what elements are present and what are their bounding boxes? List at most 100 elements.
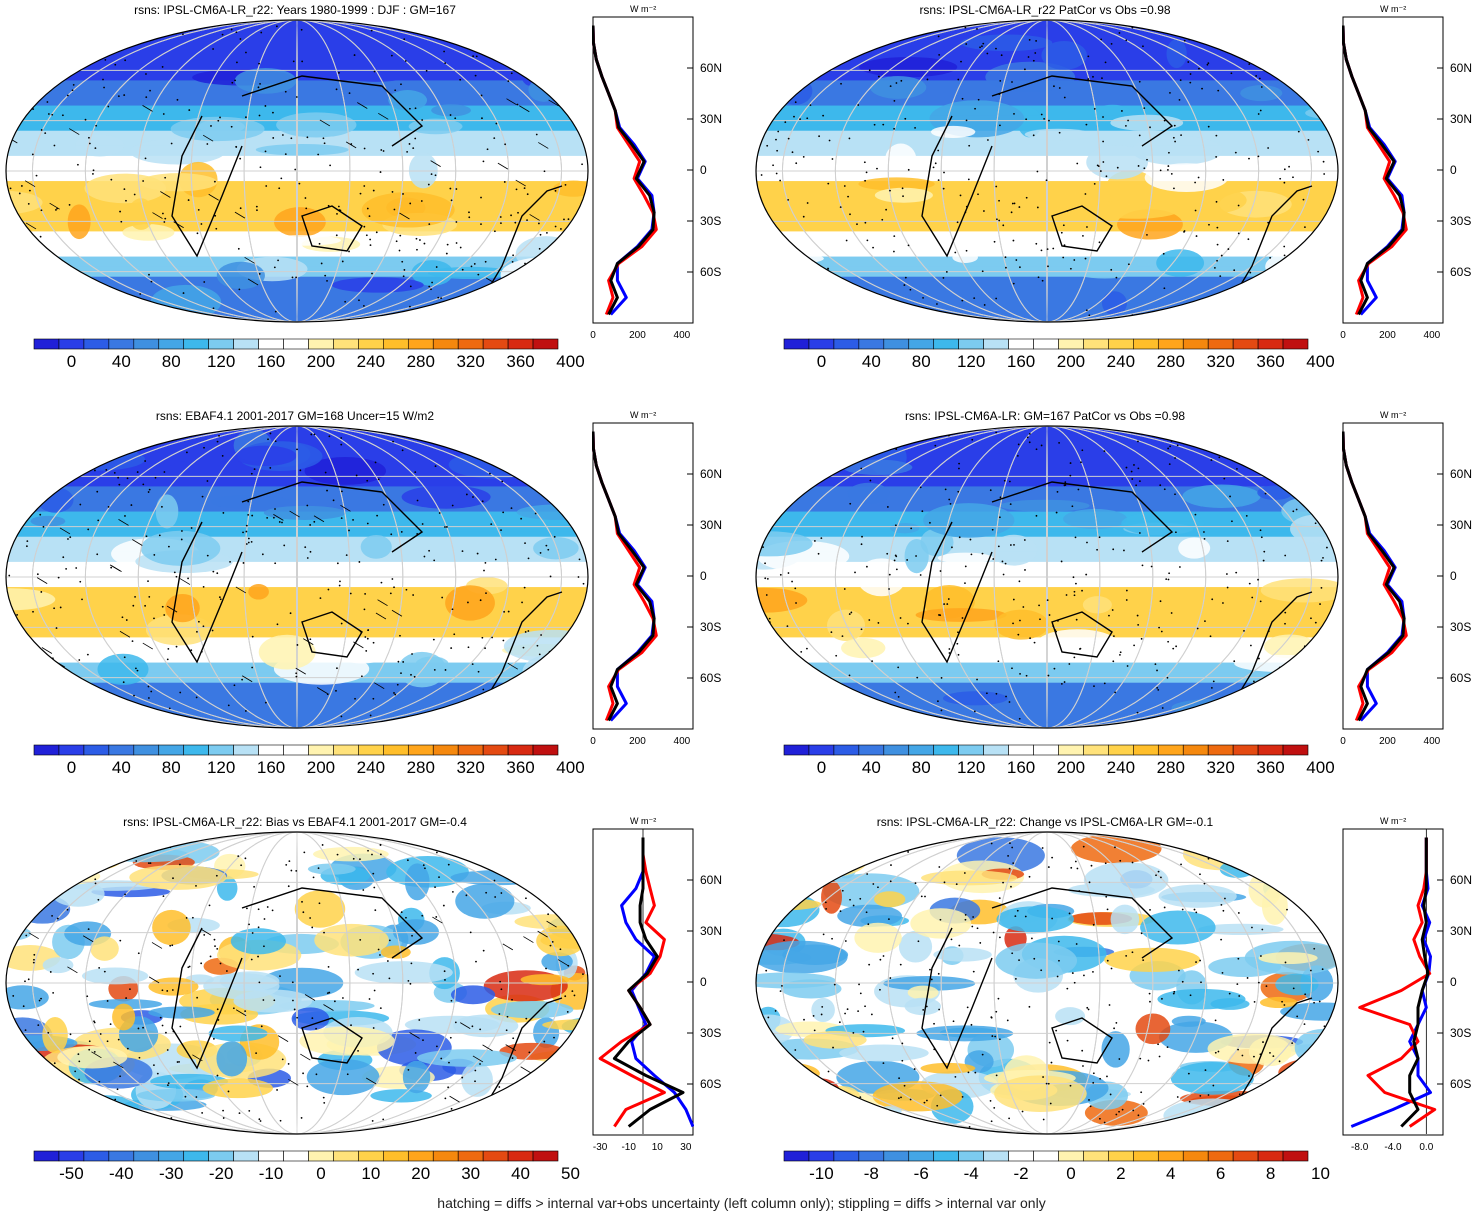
map — [5, 19, 589, 323]
latitude-tick-label: 30S — [1450, 1026, 1472, 1040]
profile-x-tick-label: 200 — [1379, 736, 1396, 747]
latitude-tick-label: 0 — [1450, 163, 1457, 177]
latitude-tick-label: 0 — [1450, 975, 1457, 989]
profile-x-tick-label: 0.0 — [1419, 1142, 1434, 1153]
latitude-tick-label: 30S — [1450, 214, 1472, 228]
profile-x-tick-label: 400 — [1423, 736, 1441, 747]
profile-x-tick-label: 10 — [651, 1142, 663, 1153]
latitude-tick-label: 60N — [1450, 467, 1473, 481]
colorbar-tick-label: 2 — [1116, 1164, 1126, 1183]
colorbar-tick-label: 160 — [256, 352, 286, 371]
colorbar-tick-label: 40 — [111, 758, 131, 777]
colorbar-tick-label: 160 — [256, 758, 286, 777]
profile-series-line-2 — [612, 837, 685, 1128]
colorbar-tick-label: -10 — [809, 1164, 834, 1183]
colorbar — [33, 338, 559, 350]
colorbar — [783, 1150, 1309, 1162]
profile-x-tick-label: -30 — [592, 1142, 608, 1153]
colorbar-tick-label: 80 — [911, 352, 931, 371]
profile-x-tick-label: 0 — [1340, 330, 1346, 341]
profile-x-tick-label: 400 — [1423, 330, 1441, 341]
colorbar-tick-label: 6 — [1215, 1164, 1226, 1183]
colorbar-tick-label: -6 — [913, 1164, 929, 1183]
colorbar-tick-label: 240 — [356, 758, 386, 777]
colorbar-tick-label: -30 — [158, 1164, 184, 1183]
zonal-mean-profile — [592, 828, 694, 1136]
map — [5, 425, 589, 729]
latitude-tick-label: 30S — [1450, 620, 1472, 634]
colorbar-tick-label: 200 — [306, 352, 336, 371]
colorbar — [783, 338, 1309, 350]
colorbar-tick-label: 80 — [161, 758, 181, 777]
colorbar-tick-label: 120 — [206, 352, 236, 371]
colorbar-tick-label: 20 — [411, 1164, 431, 1183]
profile-series-line-2 — [1342, 25, 1406, 316]
latitude-tick-label: 60S — [1450, 671, 1472, 685]
colorbar-tick-label: 80 — [161, 352, 181, 371]
colorbar-tick-label: 120 — [956, 352, 986, 371]
colorbar-tick-label: 0 — [66, 758, 77, 777]
latitude-tick-label: 60S — [700, 1077, 722, 1091]
latitude-tick-label: 30N — [700, 924, 723, 938]
colorbar — [33, 744, 559, 756]
latitude-tick-label: 30S — [700, 620, 722, 634]
zonal-mean-profile — [592, 422, 694, 730]
colorbar-tick-label: 0 — [1066, 1164, 1076, 1183]
colorbar-tick-label: 200 — [1056, 352, 1086, 371]
latitude-tick-label: 30S — [700, 1026, 722, 1040]
colorbar-tick-label: 400 — [1306, 352, 1335, 371]
colorbar-tick-label: -4 — [963, 1164, 979, 1183]
colorbar-tick-label: 40 — [861, 758, 881, 777]
latitude-tick-label: 30N — [700, 518, 723, 532]
zonal-mean-profile — [1342, 828, 1444, 1136]
panel-title: rsns: IPSL-CM6A-LR_r22: Years 1980-1999 … — [134, 3, 456, 17]
colorbar-tick-label: 0 — [66, 352, 77, 371]
colorbar-tick-label: 280 — [406, 352, 435, 371]
colorbar-tick-label: 50 — [561, 1164, 580, 1183]
profile-x-tick-label: -10 — [621, 1142, 636, 1153]
map — [755, 425, 1339, 729]
colorbar-tick-label: 400 — [556, 352, 585, 371]
colorbar-tick-label: 0 — [316, 1164, 326, 1183]
latitude-tick-label: 30N — [1450, 924, 1473, 938]
colorbar-tick-label: -50 — [59, 1164, 84, 1183]
colorbar-tick-label: 320 — [1206, 758, 1235, 777]
profile-series-line-2 — [592, 25, 656, 316]
colorbar-tick-label: 40 — [511, 1164, 531, 1183]
colorbar-tick-label: 360 — [506, 352, 535, 371]
latitude-tick-label: 60S — [700, 265, 722, 279]
colorbar-tick-label: 160 — [1006, 352, 1036, 371]
profile-x-tick-label: -8.0 — [1351, 1142, 1369, 1153]
colorbar-tick-label: 320 — [456, 758, 485, 777]
map — [5, 831, 589, 1135]
colorbar-tick-label: 8 — [1265, 1164, 1276, 1183]
colorbar-tick-label: 360 — [506, 758, 535, 777]
colorbar-tick-label: 320 — [1206, 352, 1235, 371]
latitude-tick-label: 60N — [700, 467, 723, 481]
colorbar-tick-label: 160 — [1006, 758, 1036, 777]
colorbar-tick-label: 400 — [1306, 758, 1335, 777]
profile-x-tick-label: -4.0 — [1384, 1142, 1402, 1153]
colorbar-tick-label: 10 — [361, 1164, 381, 1183]
latitude-tick-label: 30S — [700, 214, 722, 228]
profile-x-tick-label: 400 — [673, 736, 691, 747]
panel-title: rsns: IPSL-CM6A-LR: GM=167 PatCor vs Obs… — [904, 409, 1186, 423]
latitude-tick-label: 60S — [1450, 1077, 1472, 1091]
colorbar-tick-label: 280 — [406, 758, 435, 777]
profile-unit-label: W m⁻² — [630, 410, 657, 420]
colorbar-tick-label: 120 — [956, 758, 986, 777]
profile-x-tick-label: 200 — [629, 736, 646, 747]
profile-x-tick-label: 0 — [1340, 736, 1346, 747]
colorbar-tick-label: 360 — [1256, 352, 1285, 371]
colorbar — [33, 1150, 559, 1162]
latitude-tick-label: 60N — [1450, 873, 1473, 887]
profile-unit-label: W m⁻² — [630, 4, 657, 14]
colorbar-tick-label: 10 — [1311, 1164, 1330, 1183]
profile-x-tick-label: 400 — [673, 330, 691, 341]
colorbar-tick-label: 360 — [1256, 758, 1285, 777]
latitude-tick-label: 0 — [700, 163, 707, 177]
profile-x-tick-label: 30 — [680, 1142, 692, 1153]
latitude-tick-label: 60N — [1450, 61, 1473, 75]
profile-x-tick-label: 0 — [590, 330, 596, 341]
profile-unit-label: W m⁻² — [1380, 4, 1407, 14]
